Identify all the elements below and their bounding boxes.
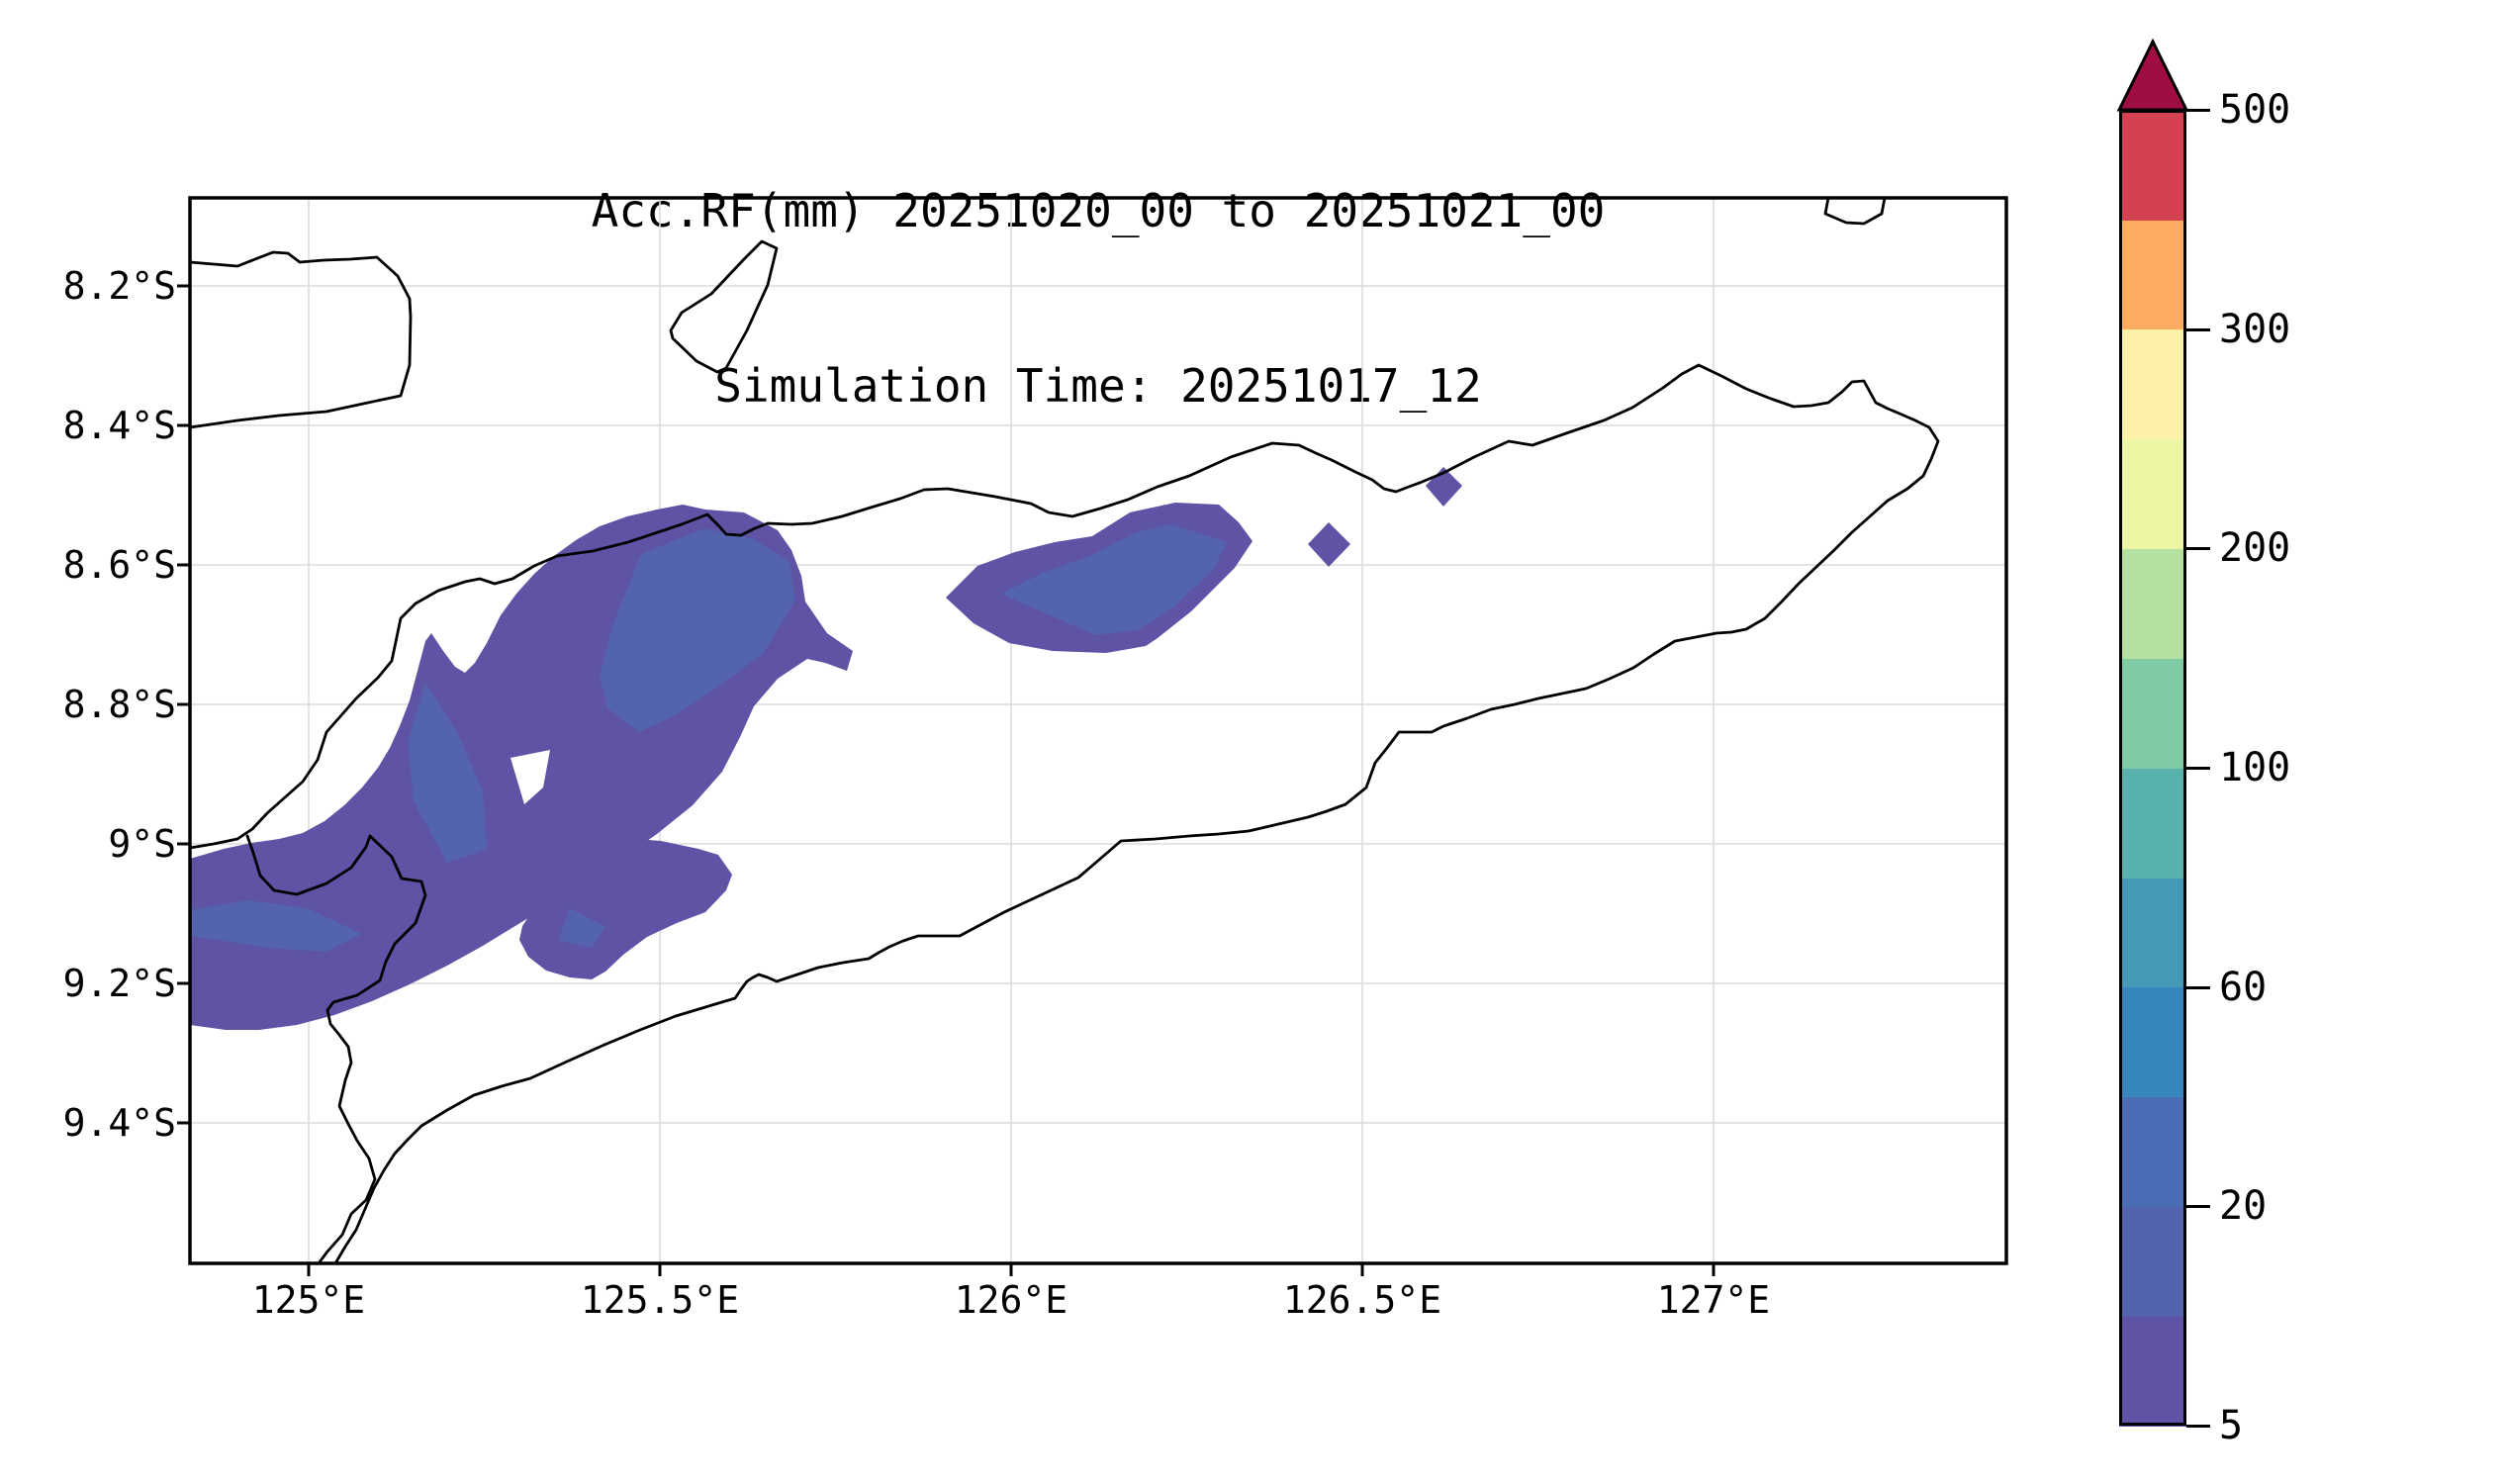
colorbar-segment-20-40 <box>2119 1096 2186 1208</box>
colorbar-tick <box>2186 1204 2210 1208</box>
colorbar-segment-250-300 <box>2119 328 2186 440</box>
coastline-timor-island <box>188 363 1940 1265</box>
colorbar-over-arrow <box>2116 38 2189 112</box>
coastline-atauro-island <box>669 239 779 374</box>
colorbar-tick-label: 60 <box>2219 965 2268 1010</box>
colorbar-tick-label: 200 <box>2219 525 2291 571</box>
lon-tick-label: 126.5°E <box>1282 1278 1442 1322</box>
title-line-1: Acc.RF(mm) 20251020_00 to 20251021_00 <box>591 184 1606 237</box>
rainfall-contours <box>190 467 1462 1030</box>
colorbar-tick-label: 300 <box>2219 307 2291 352</box>
colorbar-segment-10-20 <box>2119 1206 2186 1317</box>
rain-region-diamond-central <box>1308 522 1350 567</box>
coastline-alor-island <box>188 250 413 429</box>
map-frame <box>188 196 2008 1265</box>
colorbar-outline <box>2119 110 2186 1426</box>
lon-tick-label: 127°E <box>1656 1278 1771 1322</box>
lon-tick-label: 126°E <box>954 1278 1068 1322</box>
rain-region-south-patch-10mm-core <box>558 908 605 948</box>
axis-tick-marks <box>177 284 1716 1276</box>
lat-tick-label: 8.8°S <box>62 683 176 726</box>
rain-region-west-band-10mm-core-ne <box>600 528 795 732</box>
colorbar-tick-label: 500 <box>2219 87 2291 133</box>
colorbar-segment-100-150 <box>2119 658 2186 769</box>
colorbar-tick <box>2186 766 2210 770</box>
lat-tick-label: 9°S <box>108 822 176 866</box>
colorbar-segment-60-80 <box>2119 877 2186 988</box>
lat-tick-label: 8.6°S <box>62 543 176 587</box>
border-line-oecusse <box>245 834 427 1265</box>
rain-region-hole <box>510 750 550 804</box>
lat-tick-label: 8.2°S <box>62 264 176 308</box>
colorbar-segment-150-200 <box>2119 548 2186 659</box>
colorbar-segment-40-60 <box>2119 986 2186 1098</box>
colorbar-segment-300-400 <box>2119 219 2186 330</box>
colorbar-tick <box>2186 985 2210 989</box>
rain-region-west-band-10mm-core-left <box>190 900 362 952</box>
colorbar-segment-200-250 <box>2119 438 2186 550</box>
colorbar-segment-400-500 <box>2119 110 2186 221</box>
colorbar-tick <box>2186 546 2210 550</box>
colorbar-tick <box>2186 108 2210 112</box>
lat-tick-label: 8.4°S <box>62 404 176 447</box>
colorbar-segment-80-100 <box>2119 768 2186 879</box>
colorbar-tick <box>2186 327 2210 331</box>
lat-tick-label: 9.2°S <box>62 962 176 1005</box>
colorbar-segment-5-10 <box>2119 1316 2186 1427</box>
colorbar-tick <box>2186 1424 2210 1428</box>
lon-tick-label: 125.5°E <box>580 1278 740 1322</box>
colorbar-tick-label: 5 <box>2219 1403 2244 1448</box>
chart-title: Acc.RF(mm) 20251020_00 to 20251021_00 Si… <box>190 65 2006 532</box>
lon-tick-label: 125°E <box>251 1278 366 1322</box>
coastline-kisar-island <box>1823 196 1887 226</box>
colorbar-tick-label: 20 <box>2219 1183 2268 1229</box>
rain-region-west-band-10mm-core-mid <box>408 683 487 863</box>
rain-region-south-patch-5mm <box>519 836 732 979</box>
rain-region-north-central-10mm-core <box>1001 524 1227 635</box>
colorbar-tick-label: 100 <box>2219 745 2291 790</box>
coastlines <box>188 196 1940 1265</box>
lat-tick-label: 9.4°S <box>62 1101 176 1145</box>
title-line-2: Simulation Time: 20251017_12 <box>714 359 1482 413</box>
